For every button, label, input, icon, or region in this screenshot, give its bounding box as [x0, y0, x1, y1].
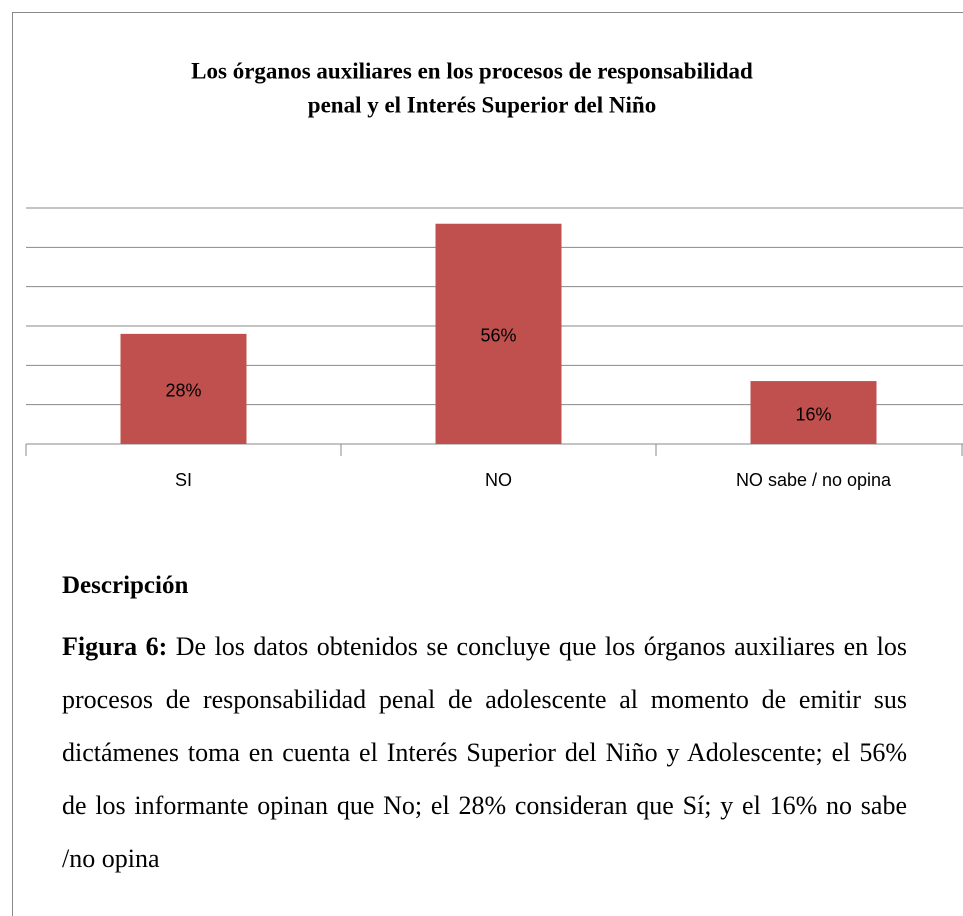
chart-title: Los órganos auxiliares en los procesos d… [191, 58, 753, 83]
description-heading: Descripción [62, 572, 189, 599]
bar [750, 381, 877, 444]
chart-subtitle: penal y el Interés Superior del Niño [308, 92, 656, 117]
frame [12, 12, 963, 916]
x-tick-label: NO [485, 470, 512, 490]
chart: Los órganos auxiliares en los procesos d… [25, 58, 963, 490]
data-label: 56% [480, 326, 516, 346]
figure-label: Figura 6: [62, 632, 168, 661]
description-text: De los datos obtenidos se concluye que l… [62, 632, 908, 873]
data-label: 28% [165, 381, 201, 401]
bar [435, 223, 562, 444]
x-tick-label: SI [175, 470, 192, 490]
bar [120, 333, 247, 444]
description: Figura 6: De los datos obtenidos se conc… [62, 620, 907, 885]
data-label: 16% [795, 404, 831, 424]
x-tick-label: NO sabe / no opina [736, 470, 892, 490]
